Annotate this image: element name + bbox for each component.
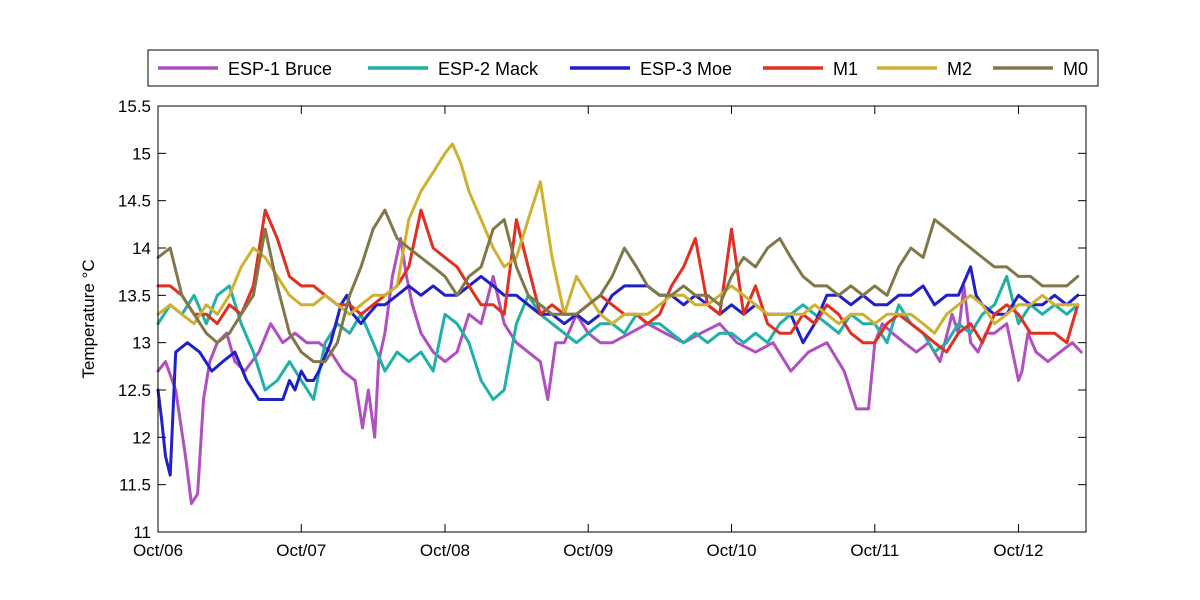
plot-frame <box>157 105 1087 533</box>
series-line-6 <box>156 208 1080 364</box>
y-tick-label: 11.5 <box>119 476 151 495</box>
axes-layer: 11 11.5 12 12.5 13 13.5 14 14.5 15 15.5 Oct/06 Oct/… <box>118 97 1086 560</box>
x-tick-label: Oct/09 <box>563 541 613 560</box>
y-tick-label: 15 <box>132 144 151 163</box>
legend-label-1: ESP-1 Bruce <box>228 59 332 79</box>
plot-area <box>158 106 1086 532</box>
y-tick-label: 11 <box>133 523 151 542</box>
series-layer <box>156 142 1083 506</box>
y-tick-label: 15.5 <box>118 97 151 116</box>
y-tick-label: 12 <box>132 428 151 447</box>
legend-label-4: M1 <box>833 59 858 79</box>
y-tick-label: 13 <box>132 334 151 353</box>
x-tick-label: Oct/06 <box>133 541 183 560</box>
x-tick-label: Oct/08 <box>420 541 470 560</box>
y-tick-label: 13.5 <box>118 286 151 305</box>
x-tick-label: Oct/07 <box>276 541 326 560</box>
y-tick-label: 14 <box>132 239 151 258</box>
series-line-4 <box>156 208 1080 354</box>
series-line-1 <box>156 237 1083 506</box>
legend-label-5: M2 <box>947 59 972 79</box>
x-tick-label: Oct/10 <box>706 541 756 560</box>
y-axis-title: Temperature °C <box>79 259 98 378</box>
legend: ESP-1 Bruce ESP-2 Mack ESP-3 Moe M1 M2 M0 <box>147 49 1099 87</box>
y-tick-label: 14.5 <box>118 192 151 211</box>
x-tick-label: Oct/12 <box>993 541 1043 560</box>
legend-label-6: M0 <box>1063 59 1088 79</box>
y-tick-label: 12.5 <box>118 381 151 400</box>
legend-label-2: ESP-2 Mack <box>438 59 539 79</box>
legend-label-3: ESP-3 Moe <box>640 59 732 79</box>
series-line-5 <box>156 142 1080 335</box>
x-tick-label: Oct/11 <box>850 541 899 560</box>
